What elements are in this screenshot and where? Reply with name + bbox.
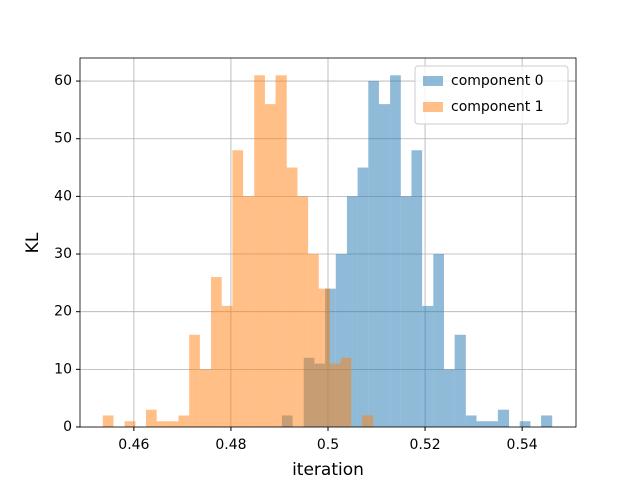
x-tick-label: 0.48: [215, 437, 246, 453]
bar: [541, 415, 553, 427]
x-tick-label: 0.46: [118, 437, 149, 453]
y-tick-label: 40: [54, 188, 72, 204]
bar: [497, 409, 510, 427]
legend-box: [414, 65, 569, 125]
bar: [422, 305, 434, 427]
bar: [335, 254, 347, 427]
bar: [378, 104, 391, 427]
bar: [189, 334, 200, 427]
bar: [308, 254, 319, 427]
bar: [519, 421, 531, 427]
bar: [221, 305, 233, 427]
legend-label: component 1: [451, 99, 544, 115]
bar: [178, 415, 190, 427]
bar: [454, 334, 466, 427]
bar: [390, 75, 401, 427]
plot-frame: [79, 57, 577, 428]
bar: [357, 167, 369, 427]
y-tick-label: 60: [54, 73, 72, 89]
bar: [102, 415, 114, 427]
y-tick-label: 50: [54, 131, 72, 147]
bar: [156, 421, 168, 427]
legend-swatch: [423, 76, 443, 86]
y-tick-label: 30: [54, 246, 72, 262]
bar: [211, 277, 222, 427]
bar: [325, 288, 336, 427]
y-tick-label: 20: [54, 304, 72, 320]
bar: [476, 421, 488, 427]
legend-swatch: [423, 102, 443, 112]
bar: [254, 75, 265, 427]
x-tick-label: 0.52: [409, 437, 440, 453]
bar: [346, 196, 358, 427]
bar: [411, 150, 423, 427]
x-axis-label: iteration: [292, 460, 364, 480]
bar: [243, 196, 255, 427]
bar: [433, 254, 444, 427]
legend-label: component 0: [451, 73, 544, 89]
y-tick-label: 10: [54, 361, 72, 377]
y-axis-label: KL: [23, 232, 43, 253]
bar: [487, 421, 498, 427]
bar: [167, 421, 179, 427]
bar: [318, 288, 330, 427]
y-tick-label: 0: [63, 419, 72, 435]
bar: [368, 81, 379, 427]
bar: [361, 415, 374, 427]
bar: [400, 196, 412, 427]
bar: [465, 415, 477, 427]
bar: [264, 104, 276, 427]
bar: [232, 150, 244, 427]
bar: [286, 167, 298, 427]
x-tick-label: 0.54: [507, 437, 538, 453]
bar: [146, 409, 157, 427]
bar: [329, 363, 341, 427]
bar: [124, 421, 136, 427]
bar: [443, 369, 455, 427]
x-tick-label: 0.5: [317, 437, 339, 453]
bar: [340, 357, 352, 427]
bar: [275, 75, 287, 427]
bar: [297, 196, 309, 427]
bar: [199, 369, 212, 427]
